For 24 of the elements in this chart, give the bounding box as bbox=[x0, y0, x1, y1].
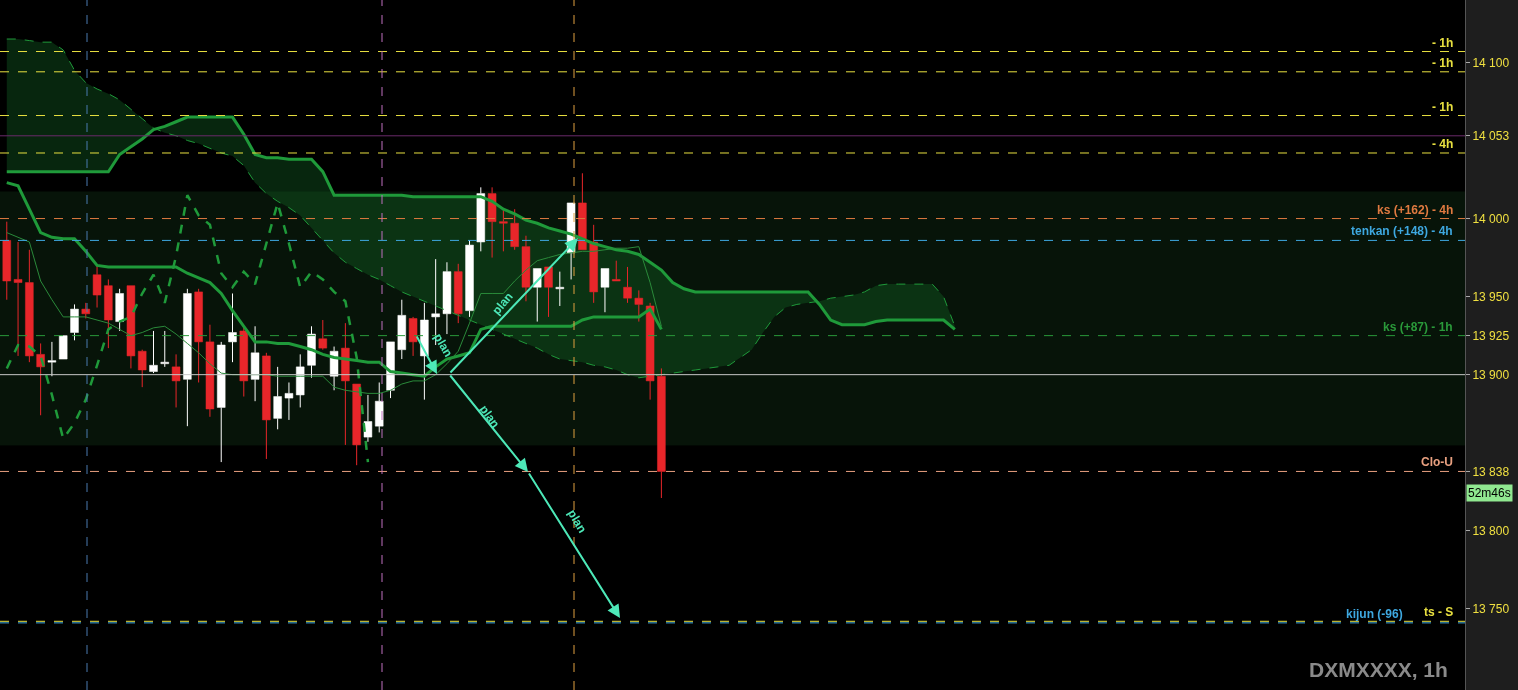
candlestick bbox=[273, 366, 282, 430]
ref-line-label: - 1h bbox=[1432, 56, 1454, 70]
y-tick-label: 13 750 bbox=[1472, 602, 1510, 617]
y-tick-label: 13 800 bbox=[1472, 523, 1510, 538]
y-tick-label: 14 053 bbox=[1472, 129, 1510, 144]
line-series bbox=[6, 232, 662, 394]
ref-line-label: kijun (-96) bbox=[1346, 607, 1403, 621]
text: 52m46s bbox=[1468, 486, 1511, 500]
ref-line-label: ks (+162) - 4h bbox=[1377, 203, 1454, 217]
y-tick-label: 13 950 bbox=[1472, 289, 1510, 304]
ref-line-label: - 1h bbox=[1432, 36, 1454, 50]
candlestick bbox=[397, 299, 406, 360]
ref-line-label: ts - S bbox=[1424, 605, 1454, 619]
text: DXMXXXX, 1h bbox=[1309, 658, 1448, 681]
y-tick-label: 13 900 bbox=[1472, 367, 1510, 382]
ref-line-label: tenkan (+148) - 4h bbox=[1351, 224, 1453, 238]
ref-line-label: ks (+87) - 1h bbox=[1383, 320, 1453, 334]
ref-line-label: Clo-U bbox=[1421, 455, 1453, 469]
y-tick-label: 14 100 bbox=[1472, 55, 1510, 70]
ref-line-label: - 1h bbox=[1432, 100, 1454, 114]
ref-line-label: - 4h bbox=[1432, 137, 1454, 151]
y-tick-label: 13 925 bbox=[1472, 328, 1510, 343]
y-tick-label: 14 000 bbox=[1472, 211, 1510, 226]
y-tick-label: 13 838 bbox=[1472, 464, 1510, 479]
